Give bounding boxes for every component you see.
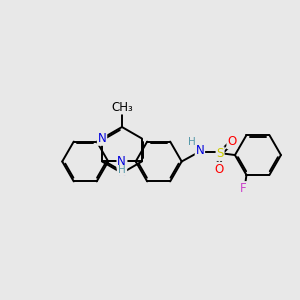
Text: H: H — [118, 166, 126, 176]
Text: N: N — [98, 132, 106, 145]
Text: O: O — [227, 135, 236, 148]
Text: CH₃: CH₃ — [111, 101, 133, 114]
Text: H: H — [188, 137, 195, 147]
Text: H: H — [119, 166, 127, 176]
Text: O: O — [214, 163, 223, 176]
Text: N: N — [118, 167, 126, 179]
Text: N: N — [117, 155, 126, 168]
Text: S: S — [216, 147, 224, 160]
Text: N: N — [118, 155, 127, 168]
Text: F: F — [240, 182, 247, 195]
Text: N: N — [196, 144, 204, 157]
